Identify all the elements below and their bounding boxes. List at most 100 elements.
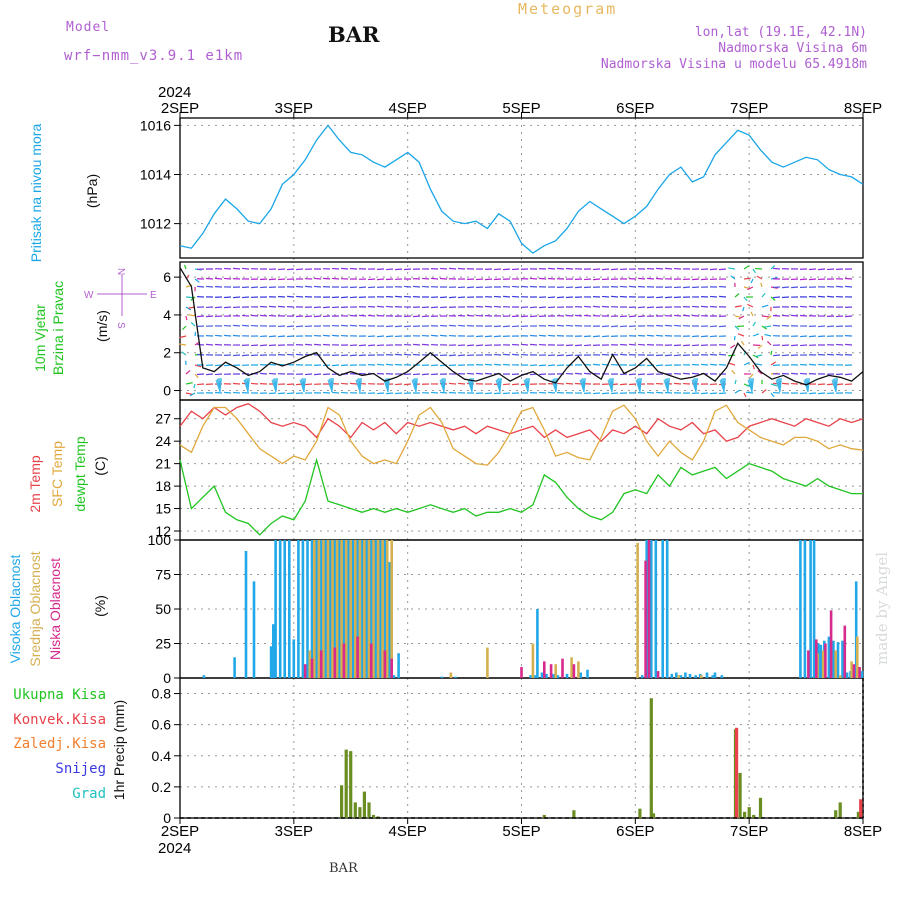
clouds-bar [358, 540, 362, 678]
wind-arrow [215, 379, 221, 393]
wind-arrow [350, 296, 358, 299]
wind-arrow [656, 364, 664, 367]
wind-arrow [818, 392, 826, 395]
altitude: Nadmorska Visina 6m [718, 41, 867, 56]
wind-arrow [575, 344, 583, 347]
wind-arrow [206, 373, 214, 376]
wind-arrow [782, 324, 790, 327]
wind-arrow [766, 315, 772, 320]
clouds-bar [344, 540, 348, 678]
wind-arrow [629, 343, 637, 346]
wind-arrow [287, 325, 295, 328]
wind-arrow [449, 354, 457, 357]
wind-arrow [485, 335, 493, 338]
wind-arrow [701, 278, 709, 281]
wind-arrow [197, 343, 205, 346]
temperature-ytick-label: 21 [155, 456, 171, 472]
wind-arrow [440, 296, 448, 299]
temperature-ytick-label: 24 [155, 433, 171, 449]
wind-arrow [215, 391, 223, 394]
wind-arrow [728, 362, 736, 366]
wind-arrow [770, 392, 775, 398]
wind-arrow [791, 286, 799, 289]
wind-arrow [566, 382, 574, 385]
wind-arrow [467, 372, 475, 375]
wind-arrow [431, 277, 439, 280]
pressure-ytick-label: 1012 [140, 216, 171, 232]
wind-arrow [620, 325, 628, 328]
wind-arrow [305, 373, 313, 376]
wind-arrow [269, 363, 277, 366]
wind-arrow [185, 382, 193, 385]
wind-arrow [710, 325, 718, 328]
clouds-bar [397, 653, 400, 678]
wind-arrow [386, 392, 394, 395]
clouds-bar [647, 540, 651, 678]
wind-arrow [710, 335, 718, 338]
wind-arrow [287, 383, 295, 386]
wind-arrow [476, 314, 484, 317]
wind-arrow [185, 392, 193, 395]
clouds-ytick-label: 0 [163, 670, 171, 686]
wind-arrow [422, 315, 430, 318]
wind-arrow [323, 277, 331, 280]
clouds-bar [335, 540, 339, 678]
wind-arrow [503, 295, 511, 298]
wind-arrow [299, 379, 305, 393]
wind-arrow [224, 391, 232, 394]
clouds-bar [308, 650, 312, 678]
clouds-bar [315, 540, 318, 678]
clouds-bar [288, 540, 291, 678]
wind-arrow [377, 335, 385, 338]
clouds-bar [333, 540, 337, 678]
chart-title: Meteogram [518, 0, 618, 18]
top-xtick-label: 8SEP [844, 100, 882, 117]
precip-bar [638, 808, 642, 818]
clouds-bar [349, 540, 352, 678]
wind-arrow [368, 314, 376, 317]
wind-arrow [314, 315, 322, 318]
precip-bar [834, 810, 838, 818]
wind-arrow [593, 335, 601, 338]
wind-arrow [512, 285, 520, 288]
wind-arrow [377, 305, 385, 308]
precip-bar [358, 807, 362, 818]
wind-arrow [341, 267, 349, 270]
wind-arrow [271, 379, 277, 393]
clouds-bar [845, 672, 849, 678]
wind-arrow [647, 277, 655, 280]
wind-arrow [350, 267, 358, 270]
wind-arrow [278, 305, 286, 308]
wind-arrow [827, 383, 835, 386]
wind-arrow [386, 268, 394, 271]
wind-arrow [791, 344, 799, 347]
wind-arrow [584, 278, 592, 281]
clouds-bar [372, 540, 375, 678]
clouds-bar [252, 581, 256, 678]
wind-arrow [719, 325, 727, 328]
wind-arrow [770, 383, 778, 387]
clouds-bar [356, 540, 359, 678]
clouds-bar [579, 672, 582, 678]
wind-arrow [593, 363, 601, 366]
wind-arrow [719, 268, 727, 271]
clouds-bar [338, 540, 341, 678]
clouds-bar [713, 672, 717, 678]
wind-arrow [818, 268, 826, 271]
clouds-bar [383, 650, 387, 678]
wind-arrow [359, 372, 367, 375]
wind-arrow [233, 324, 241, 327]
wind-arrow [323, 306, 331, 309]
clouds-bar [392, 675, 396, 678]
wind-arrow [377, 392, 385, 395]
wind-arrow [190, 322, 196, 327]
wind-arrow [413, 343, 421, 346]
wind-arrow [512, 353, 520, 356]
clouds-bar [297, 540, 300, 678]
wind-frame [179, 261, 864, 401]
wind-arrow [287, 392, 295, 395]
wind-arrow [512, 295, 520, 298]
clouds-bar [486, 647, 489, 678]
precip-bar [758, 797, 763, 818]
wind-arrow [770, 265, 776, 270]
